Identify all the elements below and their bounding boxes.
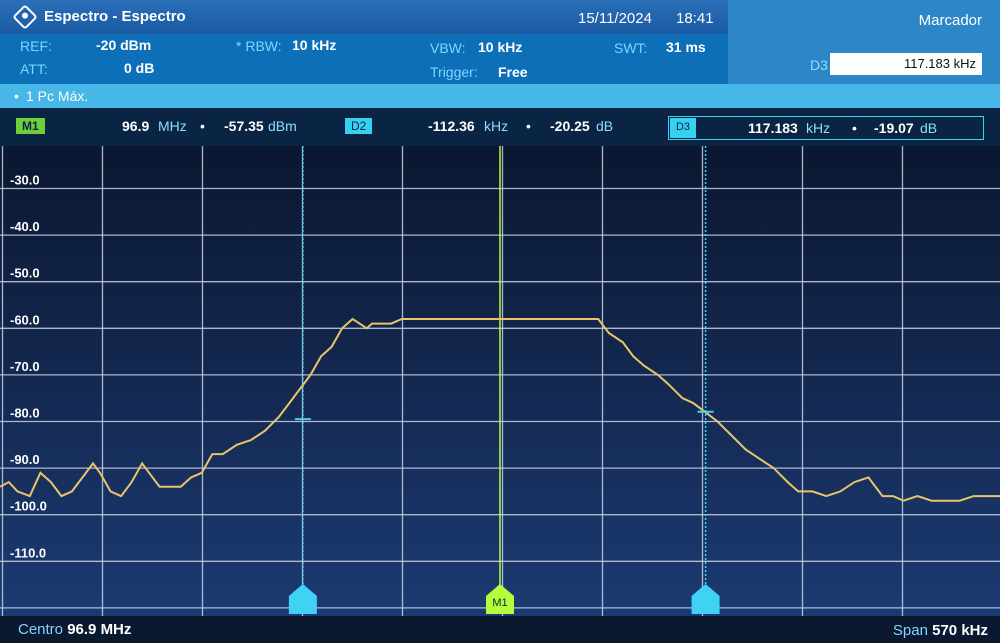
m1-marker-handle-shape [486,584,514,614]
d2-marker-handle[interactable] [288,584,317,614]
rs-logo-icon [12,4,38,30]
m1-level-unit: dBm [268,118,297,134]
m1-freq: 96.9 [122,118,150,134]
trigger-label: Trigger: [430,64,478,80]
d3-freq-unit: kHz [806,120,831,136]
marker-panel: Marcador D3 117.183 kHz [728,0,1000,84]
d2-marker-handle-shape [288,584,317,614]
trace-label[interactable]: 1 Pc Máx. [26,88,89,104]
center-value: 96.9 MHz [67,621,132,638]
d3-separator: • [852,120,857,136]
m1-marker-handle-label: M1 [492,597,507,609]
trigger-value[interactable]: Free [498,64,528,80]
date-display: 15/11/2024 [578,10,652,27]
d3-level-unit: dB [920,120,938,136]
y-tick-label: -110.0 [10,545,46,560]
trace-bullet-icon: • [14,88,19,104]
att-value[interactable]: 0 dB [124,60,155,76]
d2-level-unit: dB [596,118,614,134]
d3-readout-box [668,116,984,140]
time-display: 18:41 [676,10,714,27]
vbw-label: VBW: [430,40,466,56]
d2-level: -20.25 [550,118,590,134]
window-title: Espectro - Espectro [44,8,186,25]
marker-panel-title: Marcador [918,12,982,29]
y-tick-label: -100.0 [10,499,47,514]
trace-bar: • 1 Pc Máx. [0,84,1000,108]
d3-badge[interactable]: D3 [670,118,696,138]
rbw-label: * RBW: [236,38,282,54]
center-frequency[interactable]: Centro 96.9 MHz [18,621,131,638]
status-footer: Centro 96.9 MHz Span 570 kHz [0,616,1000,643]
spectrum-plot[interactable]: -30.0 -40.0 -50.0 -60.0 -70.0 -80.0 -90.0 -100.… [0,146,1000,616]
ref-label: REF: [20,38,52,54]
y-axis-ticks: -30.0 -40.0 -50.0 -60.0 -70.0 -80.0 -90.0 -100.… [10,173,47,561]
span-value: 570 kHz [932,622,988,639]
swt-label: SWT: [614,40,648,56]
ref-value[interactable]: -20 dBm [96,37,152,53]
y-tick-label: -50.0 [10,266,40,281]
y-tick-label: -40.0 [10,219,40,234]
m1-freq-unit: MHz [158,118,187,134]
d3-input-field[interactable]: 117.183 kHz [830,53,982,75]
center-label: Centro [18,621,64,638]
marker-readout-bar: M1 96.9 MHz • -57.35 dBm D2 -112.36 kHz … [0,108,1000,146]
m1-separator: • [200,118,205,134]
m1-badge[interactable]: M1 [16,118,45,134]
y-tick-label: -80.0 [10,406,40,421]
m1-marker-handle[interactable]: M1 [486,584,514,614]
y-tick-label: -30.0 [10,173,40,188]
d3-level: -19.07 [874,120,914,136]
rbw-value[interactable]: 10 kHz [292,37,337,53]
d2-freq-unit: kHz [484,118,509,134]
d3-freq: 117.183 [748,120,798,136]
att-label: ATT: [20,61,48,77]
d2-badge[interactable]: D2 [345,118,373,134]
marker-handles: M1 [288,410,720,614]
marker-lines [302,146,707,596]
m1-level: -57.35 [224,118,264,134]
vbw-value[interactable]: 10 kHz [478,39,523,55]
d3-marker-handle-shape [691,584,720,614]
d2-separator: • [526,118,531,134]
d3-input-label: D3 [810,57,828,73]
y-tick-label: -70.0 [10,359,40,374]
y-tick-label: -90.0 [10,452,40,467]
span-label: Span [892,622,928,639]
d3-marker-handle[interactable] [691,584,720,614]
swt-value[interactable]: 31 ms [666,39,706,55]
d2-freq: -112.36 [428,118,475,134]
span-frequency[interactable]: Span 570 kHz [893,622,988,639]
y-tick-label: -60.0 [10,312,40,327]
spectrum-trace [0,317,1000,502]
